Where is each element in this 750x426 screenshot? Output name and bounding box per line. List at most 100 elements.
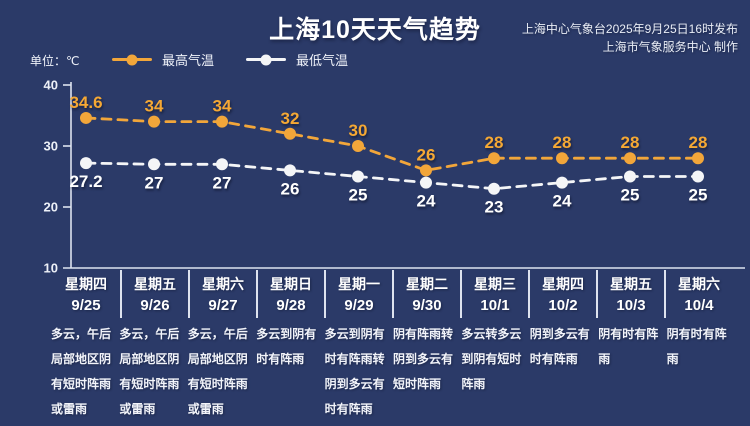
high-temp-point: [488, 152, 500, 165]
low-temp-value: 24: [553, 192, 572, 211]
low-temp-line-icon: [246, 54, 287, 65]
day-date: 9/28: [276, 297, 306, 314]
low-temp-point: [692, 170, 704, 183]
y-tick-label: 10: [44, 261, 58, 276]
page-title: 上海10天天气趋势: [269, 16, 481, 44]
day-cell: 星期四 9/25: [52, 270, 120, 318]
high-temp-value: 30: [349, 121, 368, 140]
high-temp-point: [216, 115, 228, 128]
day-date: 10/2: [548, 297, 578, 314]
day-cell: 星期二 9/30: [392, 270, 460, 318]
weather-description: 阴有时有阵雨: [598, 327, 659, 366]
day-weekday: 星期六: [202, 276, 244, 292]
day-cell: 星期四 10/2: [528, 270, 596, 318]
low-temp-point: [624, 170, 636, 183]
weather-description: 多云，午后局部地区阴有短时阵雨或雷雨: [187, 327, 248, 416]
high-temp-value: 26: [417, 145, 436, 164]
day-date: 9/30: [412, 297, 442, 314]
high-temp-value: 34.6: [69, 93, 102, 112]
high-temp-point: [148, 115, 160, 128]
low-temp-line: [84, 161, 700, 191]
high-temp-value: 34: [145, 97, 164, 116]
legend-label-high: 最高气温: [162, 53, 215, 68]
day-date: 10/1: [480, 297, 510, 314]
high-temp-point: [284, 127, 296, 140]
weather-description: 多云转多云到阴有短时阵雨: [461, 327, 522, 391]
day-cell: 星期一 9/29: [324, 270, 392, 318]
day-date: 10/4: [684, 297, 714, 314]
day-weekday: 星期四: [542, 276, 584, 292]
day-weekday: 星期日: [270, 276, 312, 292]
low-temp-value: 27.2: [69, 172, 102, 191]
day-weekday: 星期一: [338, 276, 380, 292]
weather-description: 多云，午后局部地区阴有短时阵雨或雷雨: [119, 327, 180, 416]
day-weekday: 星期三: [474, 276, 516, 292]
y-tick-label: 40: [44, 78, 58, 93]
low-temp-point: [488, 182, 500, 195]
day-cell: 星期五 9/26: [120, 270, 188, 318]
day-weekday: 星期四: [65, 276, 107, 292]
day-date: 9/29: [344, 297, 374, 314]
low-temp-point: [352, 170, 364, 183]
weather-description: 阴有时有阵雨: [666, 327, 727, 366]
high-temp-value: 28: [553, 133, 572, 152]
high-temp-point: [80, 111, 92, 124]
high-temp-point: [556, 152, 568, 165]
high-temp-line: [84, 116, 700, 172]
low-temp-value: 24: [417, 192, 436, 211]
day-cell: 星期日 9/28: [256, 270, 324, 318]
day-cell: 星期六 10/4: [664, 270, 732, 318]
high-temp-point: [692, 152, 704, 165]
day-date: 10/3: [616, 297, 646, 314]
high-temp-point: [352, 140, 364, 152]
unit-label: 单位：℃: [30, 54, 80, 68]
attribution-line2: 上海市气象服务中心 制作: [602, 40, 738, 54]
day-cell: 星期三 10/1: [460, 270, 528, 318]
low-temp-value: 25: [689, 186, 708, 205]
day-cell: 星期六 9/27: [188, 270, 256, 318]
day-weekday: 星期二: [406, 276, 448, 292]
weather-description: 多云，午后局部地区阴有短时阵雨或雷雨: [51, 327, 112, 416]
low-temp-point: [556, 176, 568, 189]
low-temp-value: 25: [621, 186, 640, 205]
weather-description: 多云到阴有时有阵雨: [256, 327, 317, 366]
day-header-row: 星期四 9/25 星期五 9/26 星期六 9/27 星期日 9/28 星期一 9/29 星期二 9/…: [52, 270, 732, 318]
low-temp-value: 26: [281, 179, 300, 198]
low-temp-point: [216, 158, 228, 171]
high-temp-value: 28: [621, 133, 640, 152]
high-temp-value: 28: [485, 133, 504, 152]
legend-item-low: 最低气温: [246, 50, 348, 69]
day-cell: 星期五 10/3: [596, 270, 664, 318]
day-weekday: 星期五: [134, 276, 176, 292]
low-temp-value: 25: [349, 186, 368, 205]
high-temp-point: [420, 164, 432, 177]
forecast-text-row: 多云，午后局部地区阴有短时阵雨或雷雨 多云，午后局部地区阴有短时阵雨或雷雨 多云，午…: [49, 322, 733, 422]
day-date: 9/26: [140, 297, 170, 314]
day-weekday: 星期五: [610, 276, 652, 292]
low-temp-value: 27: [213, 173, 232, 192]
low-temp-value: 23: [485, 198, 504, 217]
day-date: 9/27: [208, 297, 238, 314]
legend-label-low: 最低气温: [296, 53, 349, 68]
y-tick-label: 20: [44, 200, 58, 215]
low-temp-point: [284, 164, 296, 177]
low-temp-value: 27: [145, 173, 164, 192]
low-temp-point: [420, 176, 432, 189]
weather-description: 阴有阵雨转阴到多云有短时阵雨: [393, 327, 454, 391]
low-temp-point: [80, 157, 92, 170]
weather-description: 阴到多云有时有阵雨: [529, 327, 590, 366]
attribution-line1: 上海中心气象台2025年9月25日16时发布: [521, 22, 738, 36]
day-date: 9/25: [71, 297, 101, 314]
day-weekday: 星期六: [678, 276, 720, 292]
high-temp-value: 28: [689, 133, 708, 152]
high-temp-value: 34: [213, 97, 232, 116]
high-temp-point: [624, 152, 636, 165]
high-temp-value: 32: [281, 109, 300, 128]
attribution: 上海中心气象台2025年9月25日16时发布 上海市气象服务中心 制作: [522, 20, 738, 56]
legend-item-high: 最高气温: [112, 50, 214, 69]
weather-description: 多云到阴有时有阵雨转阴到多云有时有阵雨: [324, 327, 385, 416]
high-temp-line-icon: [112, 54, 152, 65]
y-tick-label: 30: [44, 139, 58, 154]
